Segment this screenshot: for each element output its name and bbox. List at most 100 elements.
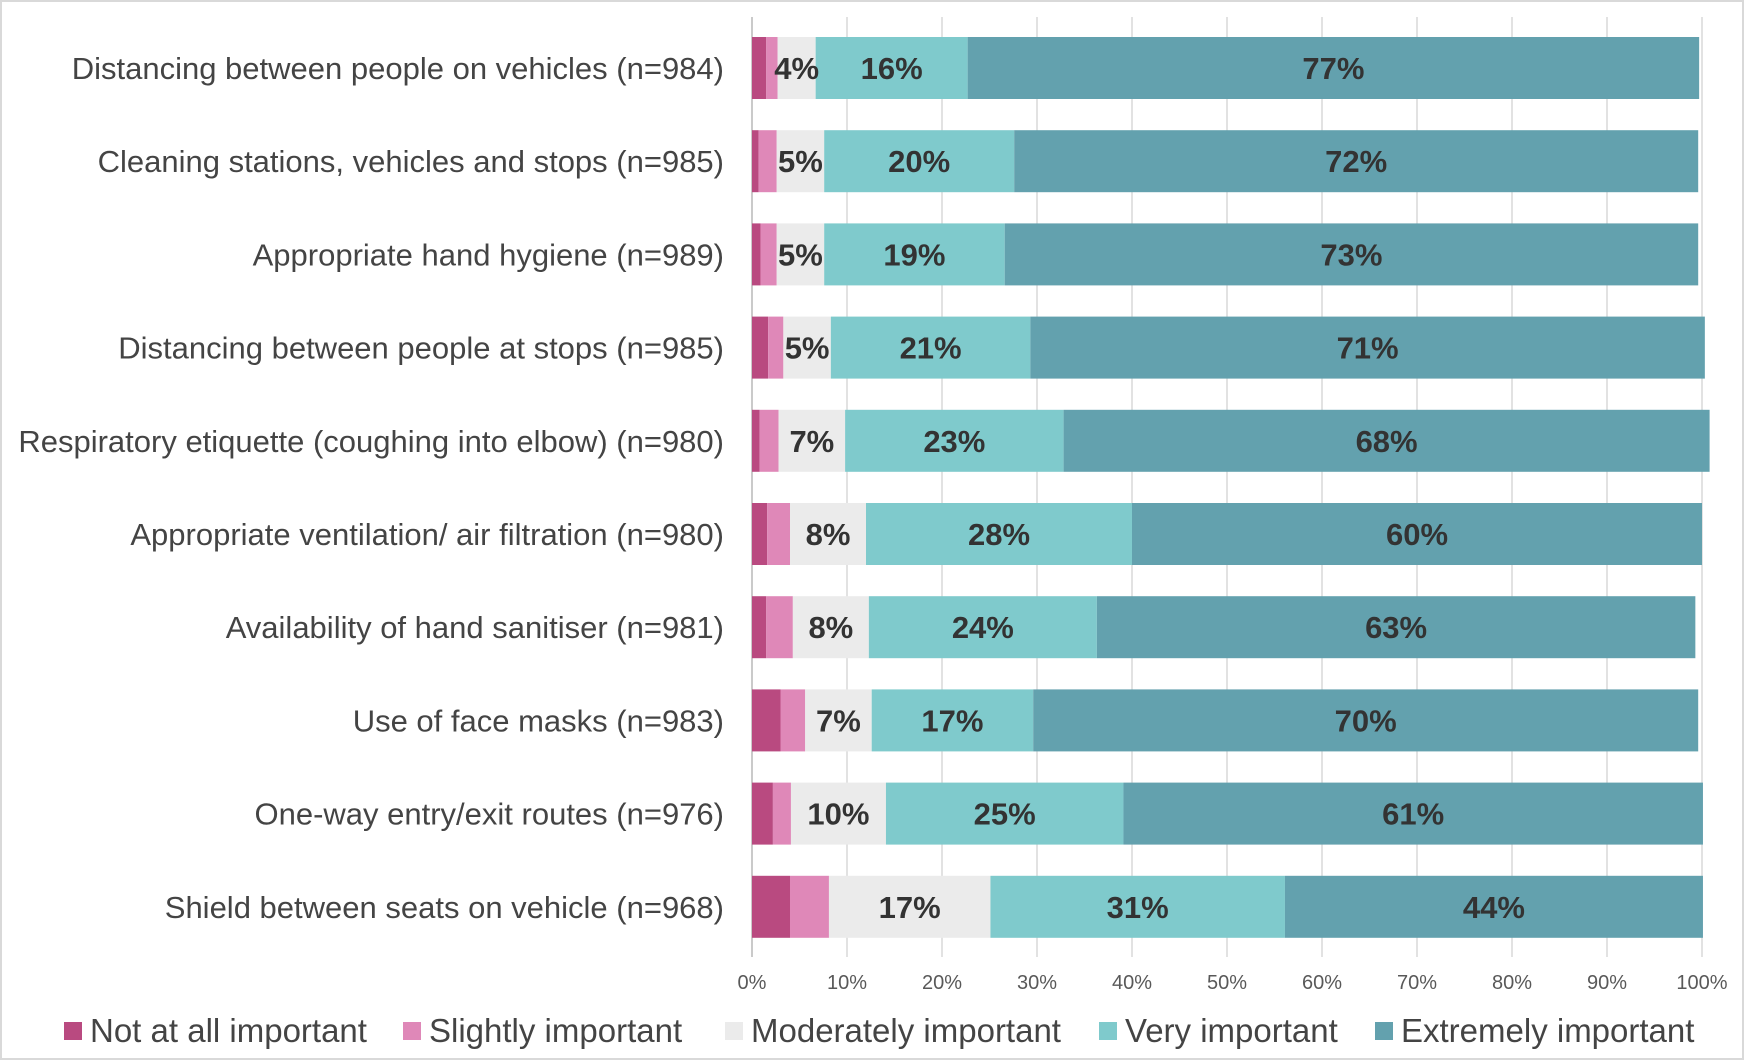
data-label: 7% [816,703,861,738]
x-axis-tick-labels: 0% 10% 20% 30% 40% 50% 60% 70% 80% 90% 100% [738,972,1728,994]
bar-segment [776,130,825,193]
legend-swatch [403,1022,421,1040]
category-label: Cleaning stations, vehicles and stops (n… [98,144,724,179]
legend-label: Extremely important [1401,1012,1694,1049]
bar-segment [752,782,773,845]
bar-segment [752,689,781,752]
bar-segment [766,37,778,99]
category-label: Use of face masks (n=983) [353,703,724,738]
bar-segment [1284,875,1703,938]
bar-segment [1030,316,1705,379]
data-label: 73% [1320,237,1382,272]
data-label: 8% [806,517,851,552]
data-label: 60% [1386,517,1448,552]
data-label: 25% [974,797,1036,832]
data-label: 5% [778,237,823,272]
data-label: 77% [1302,51,1364,86]
bar-segment [759,409,779,472]
bar-segment [824,130,1015,193]
bars [752,37,1710,938]
bar-segment [792,596,869,659]
data-label: 24% [952,610,1014,645]
x-tick-label: 10% [827,972,867,994]
bar-segment [777,37,816,99]
data-label: 8% [808,610,853,645]
bar-segment [758,130,777,193]
data-label: 4% [774,51,819,86]
bar-segment [815,37,968,99]
data-label: 68% [1356,424,1418,459]
legend-label: Slightly important [429,1012,682,1049]
category-label: Appropriate ventilation/ air filtration … [130,517,724,552]
bar-segment [767,503,790,565]
bar-segment [1096,596,1696,659]
category-label: Distancing between people on vehicles (n… [72,51,724,86]
category-label: Appropriate hand hygiene (n=989) [253,237,724,272]
bar-segment [760,223,777,286]
bar-segment [783,316,831,379]
bar-segment [868,596,1097,659]
bar-segment [830,316,1031,379]
bar-segment [824,223,1005,286]
bar-segment [752,409,760,472]
x-tick-label: 80% [1492,972,1532,994]
bar-segment [772,782,791,845]
bar-segment [790,503,866,565]
bar-segment [1014,130,1699,193]
bar-segment [866,503,1132,565]
data-label: 17% [921,703,983,738]
x-tick-label: 70% [1397,972,1437,994]
data-label: 7% [789,424,834,459]
category-labels: Distancing between people on vehicles (n… [18,51,724,925]
bar-segment [752,316,769,379]
bar-segment [990,875,1285,938]
data-label: 63% [1365,610,1427,645]
bar-segment [768,316,784,379]
bar-segment [885,782,1124,845]
category-label: Availability of hand sanitiser (n=981) [226,610,724,645]
bar-segment [1033,689,1699,752]
bar-segment [752,596,767,659]
legend: Not at all important Slightly important Mo… [64,1012,1694,1049]
bar-segment [1063,409,1710,472]
data-label: 5% [778,144,823,179]
bar-segment [828,875,991,938]
data-label: 70% [1335,703,1397,738]
data-labels: 4% 16% 77% 5% 20% 72% 5% 19% 73% 5% 21% 71% 7% 23% 68%… [774,51,1525,925]
data-label: 10% [807,797,869,832]
bar-segment [1123,782,1703,845]
category-label: Distancing between people at stops (n=98… [118,331,724,366]
bar-segment [790,782,886,845]
x-tick-label: 20% [922,972,962,994]
data-label: 61% [1382,797,1444,832]
x-tick-label: 30% [1017,972,1057,994]
data-label: 28% [968,517,1030,552]
data-label: 23% [923,424,985,459]
bar-segment [752,875,790,938]
data-label: 21% [900,331,962,366]
bar-segment [752,223,761,286]
bar-segment [1004,223,1699,286]
legend-swatch [1375,1022,1393,1040]
bar-segment [766,596,793,659]
bar-segment [845,409,1064,472]
legend-label: Moderately important [751,1012,1061,1049]
legend-swatch [725,1022,743,1040]
x-tick-label: 100% [1676,972,1727,994]
data-label: 72% [1325,144,1387,179]
legend-label: Very important [1125,1012,1338,1049]
bar-segment [780,689,806,752]
x-tick-label: 40% [1112,972,1152,994]
x-tick-label: 0% [738,972,767,994]
data-label: 17% [879,890,941,925]
bar-segment [1132,503,1702,565]
bar-segment [967,37,1700,99]
category-label: One-way entry/exit routes (n=976) [254,797,724,832]
bar-segment [871,689,1034,752]
data-label: 71% [1337,331,1399,366]
data-label: 31% [1107,890,1169,925]
bar-segment [752,130,759,193]
bar-segment [752,503,768,565]
